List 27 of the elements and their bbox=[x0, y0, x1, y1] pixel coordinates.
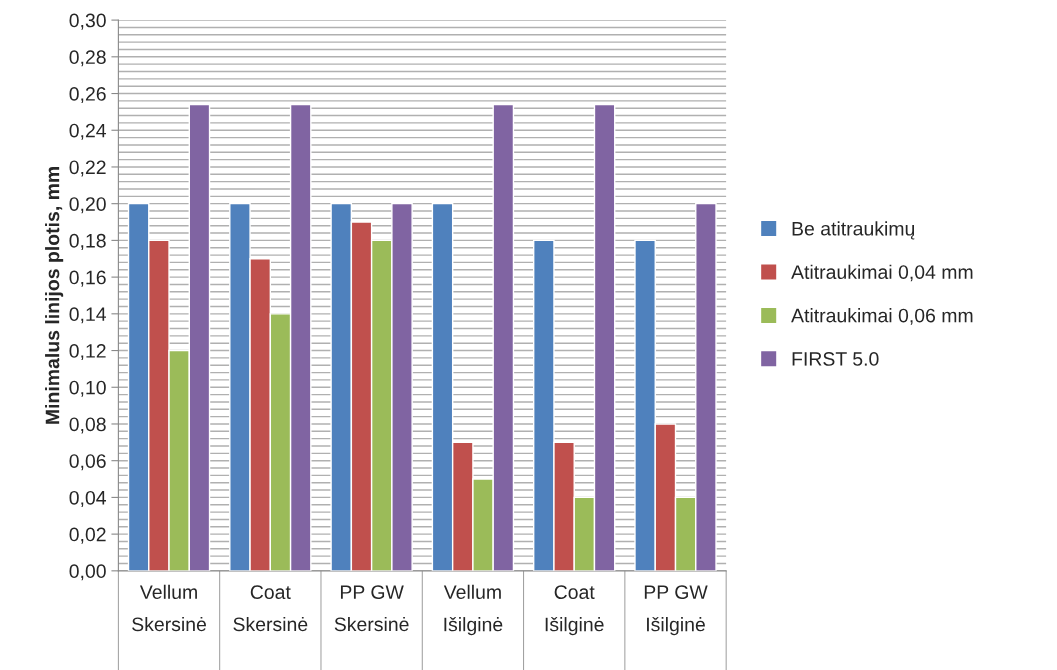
x-tick-label: Vellum Išilginė bbox=[443, 584, 503, 636]
y-tick-label: 0,02 bbox=[69, 527, 106, 544]
y-tick-label: 0,16 bbox=[69, 270, 106, 287]
y-axis-title: Minimalus linijos plotis, mm bbox=[45, 167, 64, 424]
y-tick-label: 0,26 bbox=[69, 87, 106, 104]
y-tick-label: 0,20 bbox=[69, 197, 106, 214]
x-tick-label: Coat Išilginė bbox=[545, 585, 604, 636]
y-tick-label: 0,10 bbox=[69, 380, 106, 397]
y-tick-label: 0,00 bbox=[69, 564, 106, 581]
y-tick-label: 0,24 bbox=[69, 123, 107, 140]
y-tick-label: 0,22 bbox=[69, 160, 106, 177]
x-tick-label: PP GW Skersinė bbox=[334, 585, 409, 632]
x-tick-label: Vellum Skersinė bbox=[132, 584, 206, 632]
legend-label: Atitraukimai 0,06 mm bbox=[791, 308, 973, 325]
y-tick-label: 0,14 bbox=[69, 307, 107, 324]
y-tick-label: 0,04 bbox=[69, 490, 107, 507]
legend-label: Be atitraukimų bbox=[792, 221, 915, 240]
x-tick-label: Coat Skersinė bbox=[233, 585, 308, 632]
y-tick-label: 0,28 bbox=[69, 50, 106, 67]
y-tick-label: 0,08 bbox=[69, 417, 106, 434]
y-tick-label: 0,12 bbox=[69, 344, 106, 361]
y-tick-label: 0,06 bbox=[69, 454, 106, 471]
legend-label: Atitraukimai 0,04 mm bbox=[791, 264, 973, 282]
y-tick-label: 0,30 bbox=[69, 13, 106, 30]
x-tick-label: PP GW Išilginė bbox=[644, 585, 708, 636]
y-tick-label: 0,18 bbox=[69, 233, 106, 250]
legend-label: FIRST 5.0 bbox=[792, 352, 879, 366]
